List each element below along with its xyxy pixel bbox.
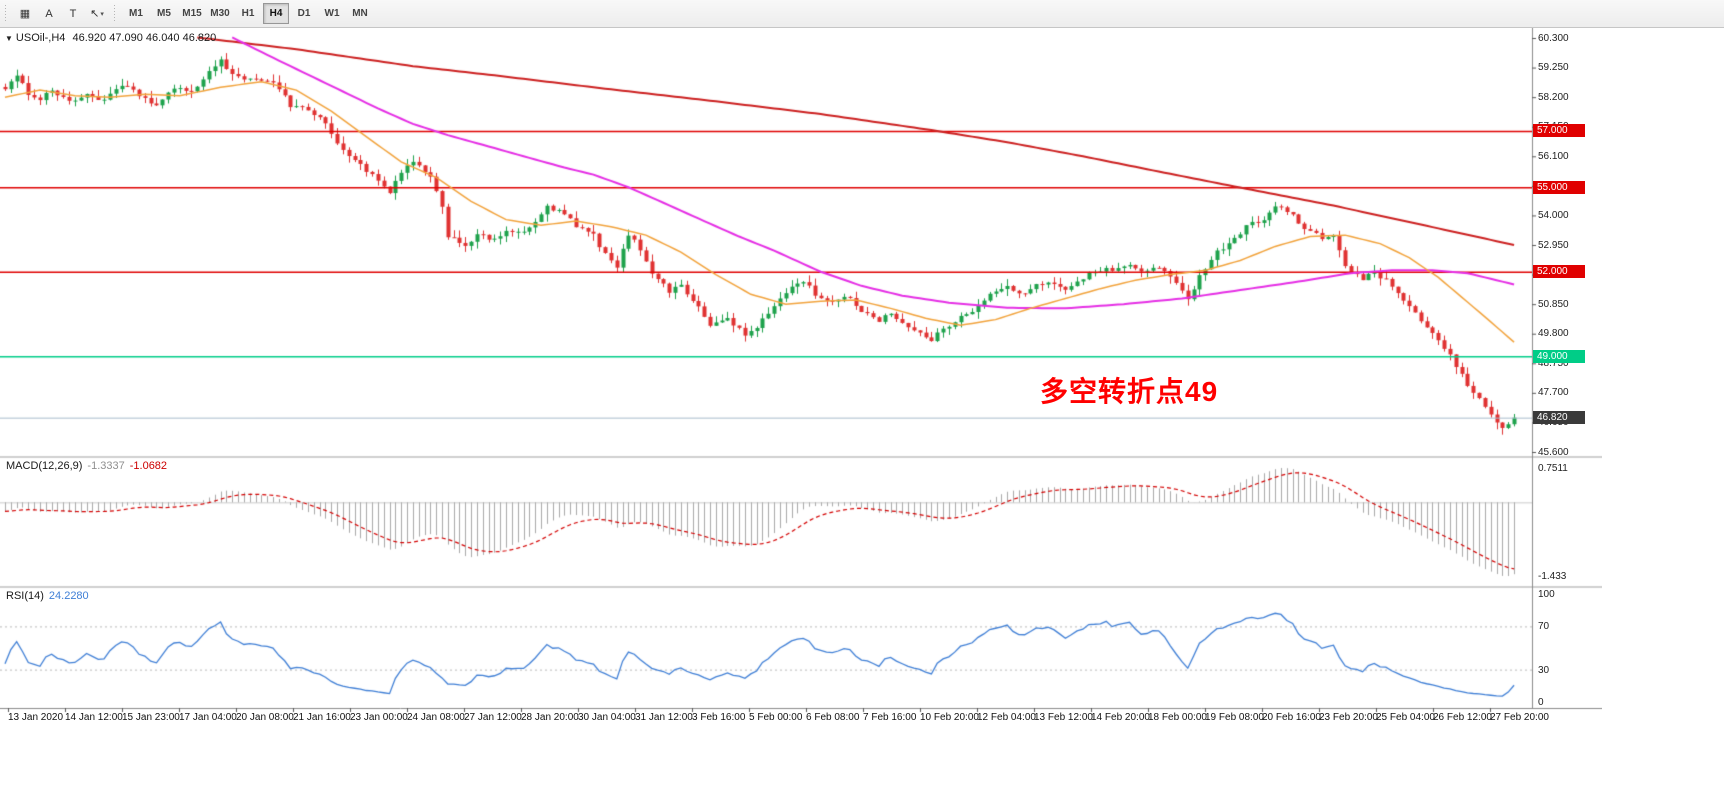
- timeframe-button-m30[interactable]: M30: [207, 3, 233, 24]
- toolbar-grip[interactable]: [113, 4, 118, 23]
- time-axis-label: 10 Feb 20:00: [920, 712, 979, 723]
- price-tick-label: 49.800: [1538, 328, 1569, 340]
- time-axis-label: 27 Jan 12:00: [464, 712, 522, 723]
- toolbar-grip[interactable]: [4, 4, 9, 23]
- time-axis-label: 3 Feb 16:00: [692, 712, 746, 723]
- time-axis-label: 23 Feb 20:00: [1319, 712, 1378, 723]
- time-axis-label: 19 Feb 08:00: [1205, 712, 1264, 723]
- rsi-label: RSI(14): [6, 590, 44, 602]
- symbol-title: ▼ USOil-,H4 46.920 47.090 46.040 46.820: [5, 32, 216, 44]
- timeframe-button-group: M1 M5 M15 M30 H1 H4 D1 W1 MN: [122, 3, 374, 24]
- time-axis-label: 17 Jan 04:00: [179, 712, 237, 723]
- time-axis-label: 26 Feb 12:00: [1433, 712, 1492, 723]
- timeframe-button-h1[interactable]: H1: [235, 3, 261, 24]
- current-price-badge: 46.820: [1533, 411, 1585, 425]
- chart-text-annotation: 多空转折点49: [1040, 376, 1219, 407]
- text-label-button[interactable]: A: [38, 3, 60, 24]
- toolbar: ▦ A T ↖ ▾ M1 M5 M15 M30 H1 H4 D1 W1 MN: [0, 0, 1724, 28]
- time-axis-label: 24 Jan 08:00: [407, 712, 465, 723]
- time-axis-label: 14 Jan 12:00: [65, 712, 123, 723]
- price-tick-label: 59.250: [1538, 62, 1569, 74]
- time-axis-label: 27 Feb 20:00: [1490, 712, 1549, 723]
- time-axis-label: 13 Jan 2020: [8, 712, 64, 723]
- macd-indicator-title: MACD(12,26,9) -1.3337 -1.0682: [6, 460, 167, 472]
- rsi-indicator-title: RSI(14) 24.2280: [6, 590, 89, 602]
- macd-axis-min-label: -1.433: [1538, 571, 1567, 582]
- time-axis-label: 20 Feb 16:00: [1262, 712, 1321, 723]
- time-axis-label: 21 Jan 16:00: [293, 712, 351, 723]
- rsi-axis-label: 100: [1538, 589, 1555, 600]
- macd-main-value: -1.3337: [87, 460, 125, 472]
- time-axis-label: 6 Feb 08:00: [806, 712, 860, 723]
- timeframe-button-d1[interactable]: D1: [291, 3, 317, 24]
- price-tick-label: 50.850: [1538, 298, 1569, 310]
- time-axis-label: 12 Feb 04:00: [977, 712, 1036, 723]
- time-axis-label: 14 Feb 20:00: [1091, 712, 1150, 723]
- symbol-ohlc-values: 46.920 47.090 46.040 46.820: [72, 32, 217, 44]
- price-tick-label: 58.200: [1538, 91, 1569, 103]
- price-level-badge: 55.000: [1533, 180, 1585, 194]
- macd-axis-max-label: 0.7511: [1538, 463, 1568, 474]
- price-level-badge: 49.000: [1533, 349, 1585, 363]
- price-tick-label: 56.100: [1538, 150, 1569, 162]
- timeframe-button-m1[interactable]: M1: [123, 3, 149, 24]
- symbol-name: USOil-,H4: [15, 32, 66, 44]
- timeframe-button-m15[interactable]: M15: [179, 3, 205, 24]
- timeframe-button-mn[interactable]: MN: [347, 3, 373, 24]
- time-axis-label: 18 Feb 00:00: [1148, 712, 1207, 723]
- cursor-tool-button[interactable]: ↖ ▾: [86, 3, 108, 24]
- tool-button-group: ▦ A T ↖ ▾: [13, 3, 109, 24]
- timeframe-button-w1[interactable]: W1: [319, 3, 345, 24]
- time-axis-label: 30 Jan 04:00: [578, 712, 636, 723]
- rsi-axis-label: 70: [1538, 621, 1550, 633]
- templates-button[interactable]: ▦: [14, 3, 36, 24]
- timeframe-button-m5[interactable]: M5: [151, 3, 177, 24]
- price-tick-label: 47.700: [1538, 387, 1569, 399]
- time-axis-label: 13 Feb 12:00: [1034, 712, 1093, 723]
- price-tick-label: 45.600: [1538, 446, 1569, 458]
- time-axis-label: 5 Feb 00:00: [749, 712, 803, 723]
- price-level-badge: 52.000: [1533, 265, 1585, 279]
- price-tick-label: 48.750: [1538, 357, 1569, 369]
- time-axis-label: 7 Feb 16:00: [863, 712, 917, 723]
- rsi-axis-label: 0: [1538, 697, 1544, 708]
- price-tick-label: 52.950: [1538, 239, 1569, 251]
- price-tick-label: 60.300: [1538, 32, 1569, 44]
- time-axis-label: 20 Jan 08:00: [236, 712, 294, 723]
- chart-window: ▼ USOil-,H4 46.920 47.090 46.040 46.820 M…: [0, 28, 1602, 726]
- rsi-value: 24.2280: [48, 590, 89, 602]
- macd-label: MACD(12,26,9): [6, 460, 83, 472]
- time-axis-label: 25 Feb 04:00: [1376, 712, 1435, 723]
- time-axis-label: 23 Jan 00:00: [350, 712, 408, 723]
- symbol-dropdown-arrow-icon[interactable]: ▼: [5, 34, 13, 43]
- time-axis-label: 15 Jan 23:00: [122, 712, 180, 723]
- timeframe-button-h4[interactable]: H4: [263, 3, 289, 24]
- time-axis-label: 31 Jan 12:00: [635, 712, 693, 723]
- price-level-badge: 57.000: [1533, 124, 1585, 138]
- time-axis-label: 28 Jan 20:00: [521, 712, 579, 723]
- chart-canvas[interactable]: [0, 28, 1602, 726]
- dropdown-caret-icon: ▾: [100, 10, 104, 18]
- macd-signal-value: -1.0682: [129, 460, 168, 472]
- price-tick-label: 54.000: [1538, 209, 1569, 221]
- rsi-axis-label: 30: [1538, 664, 1550, 676]
- text-box-button[interactable]: T: [62, 3, 84, 24]
